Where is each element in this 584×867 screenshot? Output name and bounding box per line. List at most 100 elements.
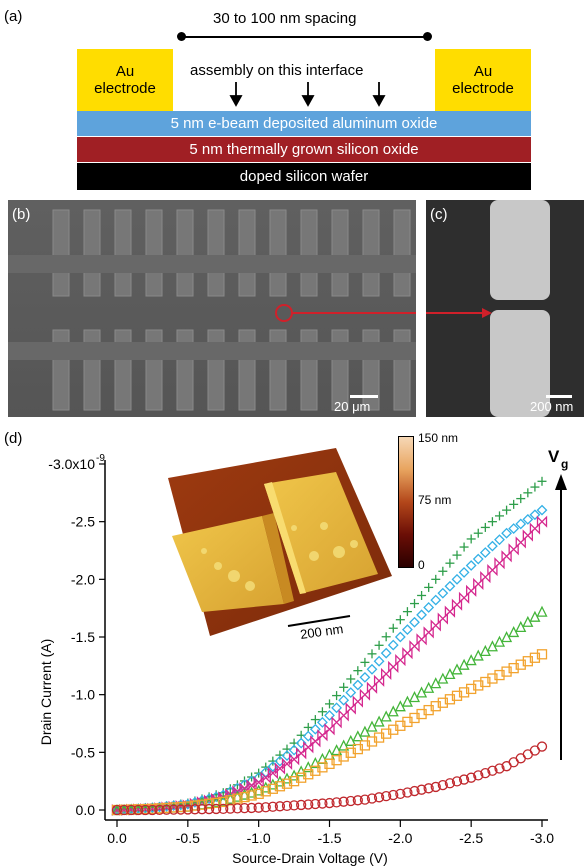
data-point-plus (438, 566, 448, 576)
x-axis-label: Source-Drain Voltage (V) (232, 850, 388, 866)
data-point-plus (424, 582, 434, 592)
interface-arrows (229, 82, 386, 107)
data-point-square (444, 694, 456, 705)
data-point-circle (480, 767, 491, 779)
layer-silicon-wafer-text: doped silicon wafer (239, 168, 369, 185)
data-point-plus (402, 607, 412, 617)
data-point-diamond (444, 580, 456, 592)
data-point-circle (536, 741, 548, 752)
data-point-bowtie (303, 741, 314, 754)
data-point-triangle (536, 605, 548, 617)
layer-silicon-oxide: 5 nm thermally grown silicon oxide (77, 137, 531, 162)
data-point-square (267, 783, 278, 794)
x-tick-label: -0.5 (176, 830, 200, 846)
data-point-circle (423, 783, 434, 794)
data-point-circle (324, 797, 335, 809)
data-point-circle (466, 772, 477, 783)
data-point-square (239, 791, 250, 803)
data-point-diamond (352, 679, 364, 691)
data-point-circle (274, 801, 286, 812)
iv-chart: 0.0 -0.5 -1.0 -1.5 -2.0 -2.5 -3.0 0.0 -0.5 -1.0 -1… (38, 447, 568, 866)
data-point-plus (417, 590, 427, 600)
data-point-square (211, 797, 222, 808)
x-tick-label: -2.5 (459, 830, 483, 846)
data-point-plus (431, 574, 441, 584)
data-point-circle (487, 765, 498, 776)
data-point-diamond (331, 702, 343, 714)
scale-bar-c: 200 nm (530, 399, 574, 414)
panel-c-label: (c) (430, 206, 448, 223)
data-point-circle (118, 804, 130, 816)
data-point-plus (487, 517, 497, 527)
data-point-square (246, 790, 257, 801)
data-point-circle (317, 798, 328, 809)
data-point-diamond (536, 504, 548, 516)
data-point-diamond (380, 647, 392, 659)
data-point-circle (147, 804, 158, 816)
data-point-circle (232, 803, 243, 814)
data-point-square (203, 798, 215, 809)
x-tick-label: -2.0 (388, 830, 412, 846)
data-point-circle (310, 798, 321, 810)
data-point-diamond (324, 710, 335, 721)
vg-label: V (548, 447, 560, 466)
data-point-circle (345, 795, 356, 807)
data-point-diamond (494, 534, 505, 546)
data-point-circle (296, 799, 307, 811)
layer-aluminum-oxide: 5 nm e-beam deposited aluminum oxide (77, 111, 531, 136)
data-point-diamond (451, 573, 463, 585)
data-point-diamond (309, 723, 321, 735)
data-point-circle (161, 804, 172, 815)
data-point-circle (267, 801, 278, 812)
sem-finger-top (393, 209, 411, 297)
data-point-plus (516, 494, 526, 504)
sem-finger-top (145, 209, 163, 297)
data-point-square (458, 687, 470, 698)
data-point-bowtie (246, 779, 257, 792)
y-axis-label: Drain Current (A) (38, 639, 54, 746)
sem-finger-top (83, 209, 101, 297)
data-point-square (494, 669, 505, 681)
data-point-square (310, 765, 321, 776)
data-point-square (473, 680, 484, 691)
data-point-diamond (302, 730, 314, 742)
data-point-plus (473, 528, 483, 538)
data-point-diamond (508, 523, 520, 535)
data-point-square (338, 751, 349, 762)
data-point-circle (253, 802, 264, 813)
x-tick-label: -3.0 (530, 830, 554, 846)
sem-finger-top (238, 209, 256, 297)
data-point-square (487, 673, 498, 684)
data-point-circle (416, 784, 427, 795)
data-point-plus (445, 558, 455, 568)
afm-colorbar (398, 436, 414, 568)
data-point-circle (288, 800, 300, 811)
data-point-plus (480, 522, 490, 532)
data-point-diamond (338, 694, 350, 706)
data-point-circle (133, 804, 144, 816)
data-point-bowtie (296, 747, 307, 760)
data-point-square (303, 769, 314, 780)
data-point-square (430, 701, 441, 712)
data-point-diamond (486, 540, 498, 552)
data-point-square (253, 788, 264, 800)
data-point-circle (168, 804, 179, 815)
data-point-square (536, 649, 548, 660)
data-point-square (437, 697, 448, 708)
electrode-left: Au electrode (77, 49, 173, 111)
data-point-square (288, 776, 300, 787)
data-point-circle (140, 804, 151, 816)
data-point-square (218, 796, 229, 808)
data-point-diamond (430, 594, 442, 606)
data-point-circle (303, 799, 314, 810)
data-point-bowtie (536, 515, 548, 528)
data-point-square (480, 676, 491, 688)
data-point-plus (466, 534, 476, 544)
data-point-circle (126, 804, 137, 816)
data-point-circle (359, 794, 371, 805)
data-point-circle (458, 774, 470, 785)
data-point-circle (352, 795, 363, 806)
spacing-dot-left (177, 32, 186, 41)
data-point-plus (537, 476, 547, 486)
data-point-square (281, 778, 293, 789)
